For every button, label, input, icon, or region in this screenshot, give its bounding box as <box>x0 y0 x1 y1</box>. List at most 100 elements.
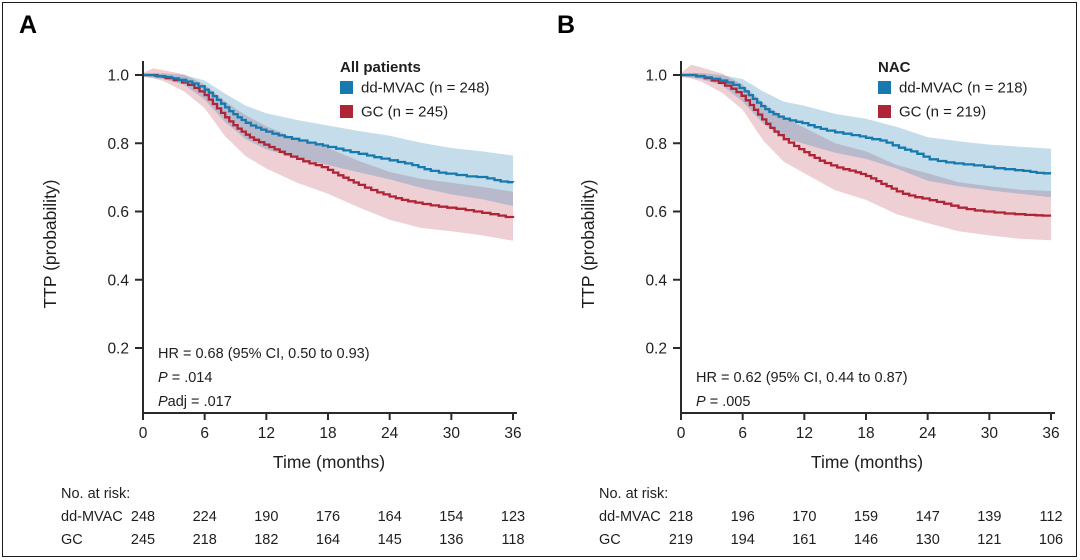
y-tick-label: 0.8 <box>107 136 129 153</box>
x-tick-label: 12 <box>796 425 813 442</box>
legend-swatch-dd-mvac <box>878 81 891 94</box>
risk-value: 136 <box>439 532 463 548</box>
ci-bands <box>681 64 1051 241</box>
legend-swatch-dd-mvac <box>340 81 353 94</box>
stats-line: P = .014 <box>158 370 212 386</box>
ci-band-dd-MVAC <box>681 73 1051 198</box>
risk-value: 146 <box>854 532 878 548</box>
risk-value: 196 <box>731 509 755 525</box>
legend-swatch-gc <box>878 105 891 118</box>
risk-value: 164 <box>316 532 340 548</box>
km-curves <box>143 73 515 219</box>
y-tick-label: 0.6 <box>107 204 129 221</box>
risk-value: 164 <box>378 509 402 525</box>
legend-title: NAC <box>878 59 911 76</box>
stats-block: HR = 0.62 (95% CI, 0.44 to 0.87) P = .005 <box>696 370 908 410</box>
legend: All patients dd-MVAC (n = 248) GC (n = 245… <box>340 59 490 121</box>
axes: 0.2 0.4 0.6 0.8 1.0 0 6 12 18 24 30 36 Time (months)… <box>578 61 1060 472</box>
legend-label: dd-MVAC (n = 218) <box>899 80 1028 97</box>
y-tick-label: 0.6 <box>645 204 667 221</box>
stats-line: HR = 0.68 (95% CI, 0.50 to 0.93) <box>158 346 370 362</box>
y-tick-label: 1.0 <box>645 68 667 85</box>
risk-value: 118 <box>501 532 524 548</box>
risk-value: 219 <box>669 532 693 548</box>
risk-value: 123 <box>501 509 525 525</box>
legend-label: GC (n = 219) <box>899 104 986 121</box>
km-chart-all-patients: 0.2 0.4 0.6 0.8 1.0 0 6 12 18 24 30 36 Time (months)… <box>40 59 525 548</box>
km-line-dd-MVAC <box>681 73 1051 175</box>
x-axis-title: Time (months) <box>273 452 385 472</box>
risk-value: 161 <box>792 532 816 548</box>
x-tick-label: 6 <box>738 425 747 442</box>
risk-table: No. at risk: dd-MVAC 218 196 170 159 147 139 112… <box>599 486 1063 548</box>
risk-value: 176 <box>316 509 340 525</box>
risk-value: 218 <box>193 532 217 548</box>
risk-table-title: No. at risk: <box>599 486 668 502</box>
stats-line: HR = 0.62 (95% CI, 0.44 to 0.87) <box>696 370 908 386</box>
stats-line: Padj = .017 <box>158 394 232 410</box>
x-tick-label: 30 <box>443 425 461 442</box>
risk-value: 245 <box>131 532 155 548</box>
risk-row-label: dd-MVAC <box>61 509 123 525</box>
ci-band-GC <box>681 64 1051 241</box>
ci-bands <box>143 68 513 241</box>
risk-value: 248 <box>131 509 155 525</box>
x-tick-label: 18 <box>857 425 874 442</box>
y-tick-label: 0.2 <box>645 341 667 358</box>
legend-swatch-gc <box>340 105 353 118</box>
y-tick-label: 0.4 <box>107 272 129 289</box>
stats-line: P = .005 <box>696 394 750 410</box>
risk-value: 154 <box>439 509 463 525</box>
x-tick-label: 0 <box>677 425 686 442</box>
y-tick-label: 0.8 <box>645 136 667 153</box>
y-tick-label: 0.4 <box>645 272 667 289</box>
risk-value: 159 <box>854 509 878 525</box>
y-axis-title: TTP (probability) <box>578 179 598 308</box>
x-tick-label: 12 <box>258 425 275 442</box>
legend-title: All patients <box>340 59 421 76</box>
risk-value: 121 <box>977 532 1001 548</box>
km-chart-nac: 0.2 0.4 0.6 0.8 1.0 0 6 12 18 24 30 36 Time (months)… <box>578 59 1063 548</box>
stats-block: HR = 0.68 (95% CI, 0.50 to 0.93) P = .014… <box>158 346 370 410</box>
x-tick-label: 36 <box>1042 425 1059 442</box>
x-tick-label: 18 <box>319 425 336 442</box>
risk-value: 182 <box>254 532 278 548</box>
risk-value: 106 <box>1039 532 1063 548</box>
x-tick-label: 24 <box>919 425 937 442</box>
risk-value: 218 <box>669 509 693 525</box>
risk-value: 139 <box>977 509 1001 525</box>
risk-table-title: No. at risk: <box>61 486 130 502</box>
x-axis-title: Time (months) <box>811 452 923 472</box>
x-tick-label: 24 <box>381 425 399 442</box>
y-tick-label: 1.0 <box>107 68 129 85</box>
legend-label: dd-MVAC (n = 248) <box>361 80 490 97</box>
legend: NAC dd-MVAC (n = 218) GC (n = 219) <box>878 59 1028 121</box>
km-line-GC <box>681 73 1051 217</box>
risk-row-label: dd-MVAC <box>599 509 661 525</box>
risk-table: No. at risk: dd-MVAC 248 224 190 176 164 154 123… <box>61 486 525 548</box>
ci-band-dd-MVAC <box>143 73 513 206</box>
ci-band-GC <box>143 68 513 241</box>
x-tick-label: 30 <box>981 425 999 442</box>
risk-value: 224 <box>193 509 217 525</box>
x-tick-label: 0 <box>139 425 148 442</box>
risk-row-label: GC <box>61 532 83 548</box>
y-tick-label: 0.2 <box>107 341 129 358</box>
risk-value: 170 <box>792 509 816 525</box>
risk-value: 147 <box>916 509 940 525</box>
km-curves <box>681 73 1051 217</box>
risk-value: 112 <box>1039 509 1062 525</box>
km-line-dd-MVAC <box>143 73 515 184</box>
risk-value: 190 <box>254 509 278 525</box>
panel-b-letter: B <box>557 11 576 39</box>
panel-a-letter: A <box>19 11 38 39</box>
km-line-GC <box>143 73 515 219</box>
y-axis-title: TTP (probability) <box>40 179 60 308</box>
risk-row-label: GC <box>599 532 621 548</box>
x-tick-label: 36 <box>504 425 521 442</box>
risk-value: 194 <box>731 532 755 548</box>
risk-value: 145 <box>378 532 402 548</box>
risk-value: 130 <box>916 532 940 548</box>
legend-label: GC (n = 245) <box>361 104 448 121</box>
